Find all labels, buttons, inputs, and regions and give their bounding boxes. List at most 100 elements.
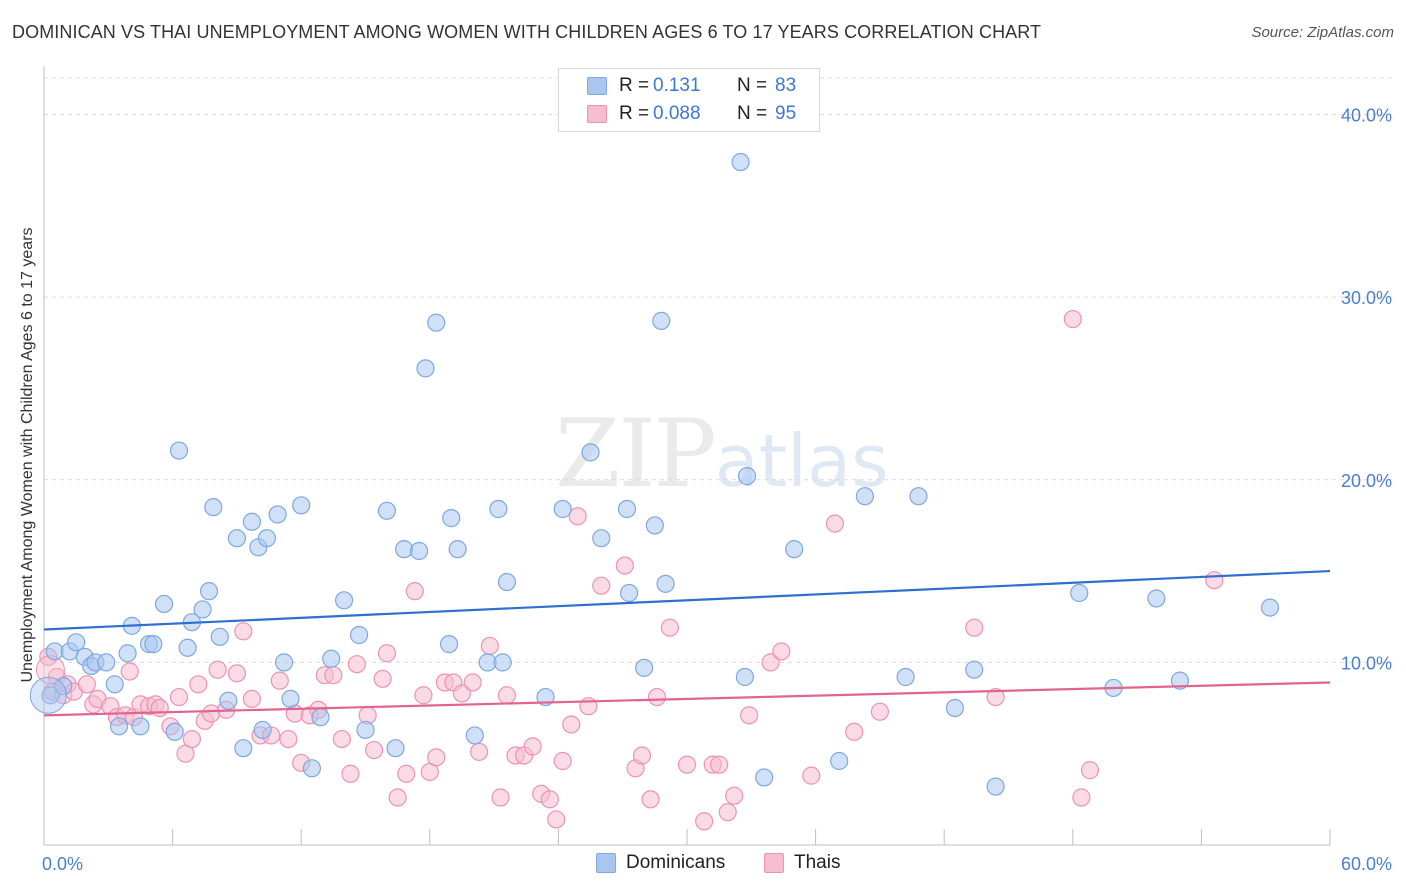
data-point-dominicans [497, 572, 517, 592]
axes [43, 66, 1331, 846]
data-point-dominicans [302, 759, 322, 778]
data-point-thais [388, 788, 407, 807]
data-point-dominicans [131, 717, 150, 736]
data-point-thais [469, 742, 489, 761]
data-point-dominicans [204, 498, 223, 517]
data-point-thais [718, 803, 737, 822]
data-point-dominicans [210, 627, 229, 646]
legend-item-thais[interactable]: Thais [764, 852, 840, 874]
data-point-dominicans [635, 658, 654, 677]
data-point-dominicans [1260, 598, 1280, 617]
data-point-thais [725, 786, 744, 805]
data-point-thais [825, 514, 844, 533]
data-point-thais [870, 702, 890, 721]
y-tick-label: 20.0% [1341, 471, 1392, 491]
data-point-thais [562, 715, 581, 734]
data-point-thais [677, 755, 697, 774]
data-point-dominicans [394, 540, 414, 559]
data-point-dominicans [1147, 589, 1166, 608]
data-point-dominicans [1070, 583, 1089, 603]
data-point-dominicans [356, 720, 375, 740]
data-point-thais [1080, 761, 1100, 780]
r-value: 0.088 [653, 103, 701, 124]
data-point-thais [242, 689, 262, 709]
data-point-dominicans [617, 499, 637, 519]
data-point-thais [480, 636, 499, 656]
trend-lines [43, 569, 1331, 717]
data-point-dominicans [581, 443, 600, 462]
data-point-dominicans [41, 686, 60, 705]
data-point-dominicans [855, 487, 874, 506]
data-point-thais [647, 687, 667, 707]
data-point-dominicans [489, 499, 508, 519]
data-point-dominicans [29, 676, 67, 714]
data-point-thais [1063, 309, 1082, 329]
n-value: 95 [775, 103, 797, 124]
data-point-dominicans [227, 529, 246, 548]
data-point-dominicans [178, 638, 197, 657]
data-point-thais [341, 764, 360, 783]
data-point-dominicans [731, 152, 750, 172]
data-point-thais [427, 748, 446, 767]
data-point-dominicans [334, 591, 354, 610]
n-label: N = [737, 75, 768, 96]
data-point-dominicans [427, 313, 446, 332]
r-label: R = [619, 75, 650, 96]
legend-label-thais: Thais [794, 852, 841, 873]
data-point-dominicans [945, 698, 965, 718]
data-point-thais [632, 746, 652, 765]
data-point-dominicans [755, 768, 774, 787]
data-point-dominicans [67, 633, 86, 652]
data-point-thais [695, 812, 714, 831]
data-point-thais [491, 788, 510, 807]
data-point-dominicans [656, 574, 675, 593]
source-label: Source: ZipAtlas.com [1251, 24, 1394, 41]
data-point-dominicans [909, 487, 928, 506]
data-point-thais [234, 622, 253, 641]
data-point-thais [120, 662, 139, 681]
stats-legend: R = 0.131 N = 83 R = 0.088 N = 95 [558, 68, 820, 132]
data-point-dominicans [322, 649, 341, 668]
series-legend: Dominicans Thais [0, 852, 1406, 878]
data-point-dominicans [553, 499, 572, 519]
data-point-dominicans [144, 635, 163, 654]
y-tick-label: 10.0% [1341, 653, 1392, 673]
data-point-dominicans [268, 505, 287, 524]
data-point-thais [641, 790, 660, 809]
data-point-thais [986, 687, 1005, 707]
data-point-dominicans [118, 644, 137, 663]
data-point-thais [845, 722, 864, 741]
r-value: 0.131 [653, 75, 701, 96]
data-point-dominicans [735, 667, 754, 687]
legend-item-dominicans[interactable]: Dominicans [596, 852, 725, 874]
data-point-thais [332, 729, 352, 749]
data-point-dominicans [785, 540, 804, 559]
data-point-thais [1205, 571, 1224, 590]
data-point-thais [227, 664, 246, 683]
data-point-dominicans [219, 691, 238, 710]
data-point-thais [150, 698, 169, 718]
data-point-dominicans [1170, 671, 1190, 690]
data-point-dominicans [281, 689, 300, 709]
data-point-thais [772, 642, 791, 661]
legend-row-dominicans: R = 0.131 N = 83 [559, 72, 796, 100]
data-point-thais [540, 790, 559, 809]
data-point-thais [405, 582, 424, 601]
legend-swatch-dominicans [587, 77, 607, 95]
data-point-dominicans [199, 582, 219, 601]
data-point-dominicans [448, 540, 467, 559]
data-point-thais [497, 686, 517, 705]
data-point-dominicans [105, 675, 124, 694]
data-point-thais [1072, 788, 1091, 807]
data-point-dominicans [652, 311, 671, 330]
data-point-thais [761, 653, 780, 672]
data-point-dominicans [965, 660, 984, 679]
data-point-dominicans [257, 529, 277, 548]
data-point-thais [553, 751, 572, 771]
data-point-thais [592, 576, 611, 595]
data-point-dominicans [169, 441, 189, 460]
data-point-thais [740, 706, 759, 725]
data-point-thais [77, 675, 96, 694]
data-point-thais [182, 729, 201, 749]
